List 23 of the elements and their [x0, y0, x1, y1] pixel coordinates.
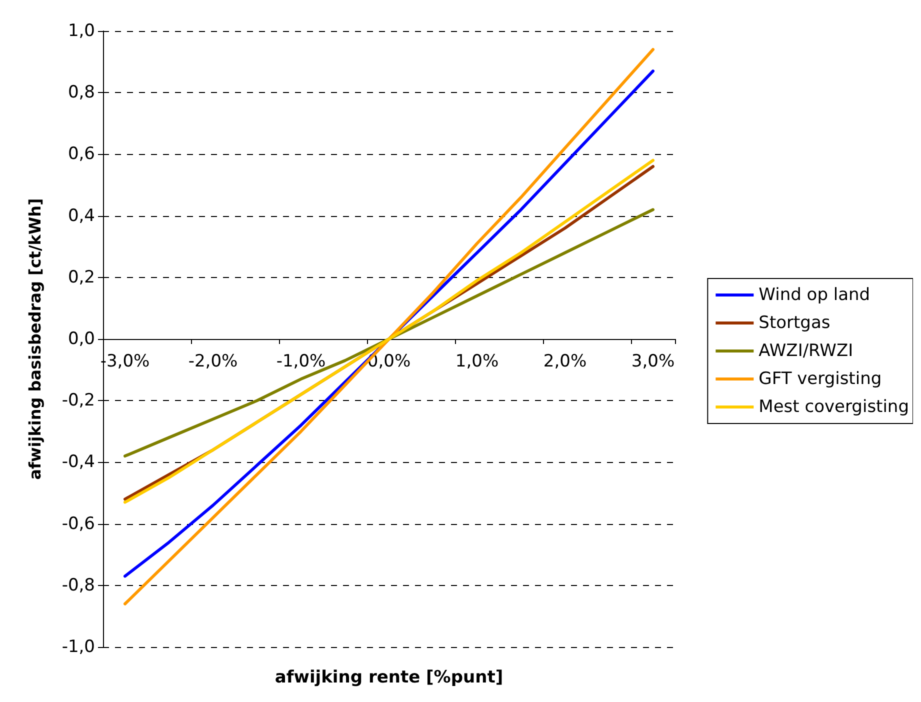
legend-label: GFT vergisting — [758, 369, 882, 389]
y-tick-label: 0,2 — [68, 267, 95, 288]
x-axis-title: afwijking rente [%punt] — [274, 668, 504, 688]
y-tick-label: 0,0 — [68, 329, 95, 349]
legend-label: Wind op land — [758, 285, 870, 305]
y-tick-label: -0,2 — [62, 390, 95, 411]
y-tick-label: 0,6 — [68, 144, 95, 164]
y-tick-label: 0,8 — [68, 82, 95, 103]
y-axis-title: afwijking basisbedrag [ct/kWh] — [26, 198, 44, 480]
y-tick-label: -0,4 — [62, 452, 95, 472]
legend-label: Mest covergisting — [758, 397, 910, 417]
legend-label: AWZI/RWZI — [758, 341, 854, 361]
x-tick-label: 3,0% — [631, 352, 675, 372]
x-tick-label: 1,0% — [455, 352, 499, 372]
y-tick-label: -0,6 — [62, 514, 95, 534]
legend-label: Stortgas — [758, 313, 830, 333]
y-tick-label: 0,4 — [68, 206, 95, 226]
y-tick-label: -1,0 — [62, 637, 95, 657]
y-tick-label: 1,0 — [68, 21, 95, 41]
x-tick-label: 2,0% — [543, 352, 587, 372]
y-tick-label: -0,8 — [62, 575, 95, 596]
x-tick-label: -1,0% — [276, 352, 326, 372]
x-tick-label: -2,0% — [188, 352, 238, 372]
